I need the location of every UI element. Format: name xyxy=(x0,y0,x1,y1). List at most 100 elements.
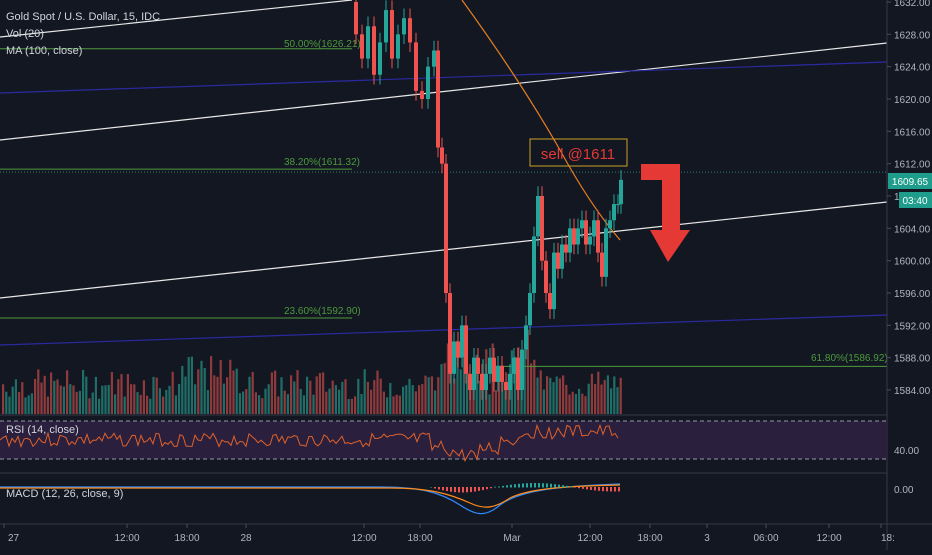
candle-body xyxy=(528,293,532,326)
volume-bar xyxy=(158,388,161,414)
volume-bar xyxy=(242,391,245,414)
volume-bar xyxy=(283,390,286,414)
volume-bar xyxy=(178,384,181,414)
volume-bar xyxy=(2,384,5,414)
volume-bar xyxy=(43,375,46,414)
macd-histogram-bar xyxy=(498,486,500,488)
volume-bar xyxy=(514,356,517,414)
candle-body xyxy=(496,365,500,382)
volume-bar xyxy=(101,385,104,414)
volume-bar xyxy=(98,398,101,414)
countdown-tag xyxy=(899,192,932,208)
volume-bar xyxy=(293,381,296,414)
volume-bar xyxy=(162,396,165,414)
volume-bar xyxy=(213,375,216,414)
candle-body xyxy=(512,357,516,374)
sell-annotation-box[interactable] xyxy=(529,138,628,167)
volume-bar xyxy=(443,363,446,414)
volume-bar xyxy=(408,378,411,414)
price-tick-label: 1588.00 xyxy=(894,354,931,365)
candle-body xyxy=(564,244,568,253)
volume-bar xyxy=(254,392,257,414)
macd-histogram-bar xyxy=(470,487,472,493)
signal-line xyxy=(0,484,621,508)
volume-bar xyxy=(466,365,469,414)
candle-body xyxy=(408,18,412,43)
volume-bar xyxy=(53,380,56,414)
candle-body xyxy=(500,365,504,382)
volume-bar xyxy=(299,388,302,414)
macd-histogram-bar xyxy=(562,485,564,488)
macd-histogram-bar xyxy=(506,485,508,488)
volume-bar xyxy=(523,350,526,414)
volume-bar xyxy=(11,386,14,414)
macd-histogram-bar xyxy=(530,483,532,488)
volume-bar xyxy=(91,392,94,414)
volume-bar xyxy=(344,379,347,414)
volume-bar xyxy=(85,376,88,414)
price-tick-label: 1616.00 xyxy=(894,127,931,138)
volume-bar xyxy=(280,377,283,414)
volume-bar xyxy=(187,357,190,414)
volume-bar xyxy=(606,375,609,414)
support-line-blue xyxy=(0,314,888,346)
candle-body xyxy=(544,260,548,293)
rsi-layer xyxy=(0,423,619,463)
volume-bar xyxy=(526,329,529,414)
time-tick-label: 18:00 xyxy=(637,533,662,544)
volume-bar xyxy=(171,371,174,414)
candle-body xyxy=(390,10,394,59)
volume-bar xyxy=(181,365,184,414)
volume-bar xyxy=(357,378,360,414)
volume-bar xyxy=(274,370,277,414)
volume-bar xyxy=(462,358,465,414)
fib-label-382: 38.20%(1611.32) xyxy=(284,157,360,168)
sell-annotation-text: sell @1611 xyxy=(541,146,615,163)
volume-bar xyxy=(568,394,571,414)
macd-histogram-bar xyxy=(458,487,460,493)
volume-bar xyxy=(21,382,24,414)
macd-histogram-bar xyxy=(474,487,476,492)
volume-bar xyxy=(123,396,126,414)
volume-bar xyxy=(363,369,366,414)
candle-body xyxy=(460,325,464,358)
volume-bar xyxy=(152,376,155,414)
volume-bar xyxy=(590,373,593,414)
macd-histogram-bar xyxy=(534,483,536,488)
candle-body xyxy=(366,26,370,59)
volume-bar xyxy=(261,398,264,414)
candle-body xyxy=(484,373,488,390)
macd-histogram-bar xyxy=(478,487,480,491)
volume-bar xyxy=(184,376,187,414)
volume-bar xyxy=(238,393,241,414)
volume-bar xyxy=(94,376,97,414)
current-price-label: 1609.65 xyxy=(892,177,929,188)
macd-histogram-bar xyxy=(514,484,516,488)
macd-tick-label: 0.00 xyxy=(894,485,914,496)
candle-body xyxy=(468,373,472,390)
volume-bar xyxy=(331,380,334,414)
volume-bar xyxy=(66,370,69,414)
volume-bar xyxy=(616,387,619,414)
macd-histogram-bar xyxy=(502,485,504,488)
volume-bar xyxy=(82,369,85,414)
volume-bar xyxy=(619,377,622,414)
volume-bar xyxy=(354,396,357,414)
volume-bar xyxy=(146,395,149,414)
candle-body xyxy=(540,196,544,261)
macd-histogram-bar xyxy=(542,483,544,488)
rsi-tick-label: 40.00 xyxy=(894,446,919,457)
volume-bar xyxy=(427,377,430,414)
volume-bar xyxy=(120,374,123,414)
volume-bar xyxy=(350,398,353,414)
macd-histogram-bar xyxy=(574,487,576,488)
volume-bar xyxy=(418,385,421,414)
volume-bar xyxy=(398,395,401,414)
volume-bar xyxy=(190,356,193,414)
time-axis[interactable]: 27 12:00 18:00 28 12:00 18:00 Mar 12:00 18:00 3 06… xyxy=(3,524,895,544)
macd-histogram-bar xyxy=(522,483,524,488)
volume-bar xyxy=(434,390,437,414)
price-tick-label: 1592.00 xyxy=(894,321,931,332)
